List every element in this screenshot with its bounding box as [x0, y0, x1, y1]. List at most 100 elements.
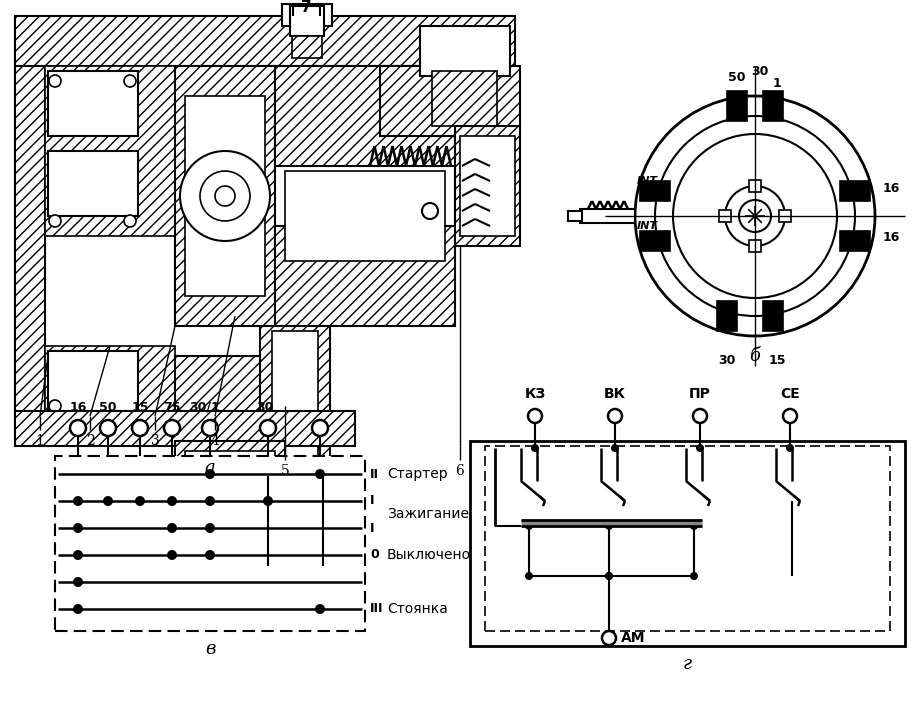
Circle shape — [73, 496, 83, 506]
Text: 30: 30 — [718, 354, 735, 367]
Circle shape — [180, 151, 269, 241]
Bar — [48, 151, 138, 216]
Circle shape — [314, 604, 324, 614]
Circle shape — [205, 469, 215, 479]
Text: a: a — [204, 459, 215, 477]
Circle shape — [49, 215, 61, 227]
Circle shape — [422, 203, 437, 219]
Bar — [778, 210, 790, 222]
Bar — [839, 231, 869, 251]
Text: 16: 16 — [882, 232, 900, 245]
Text: 1: 1 — [36, 434, 44, 448]
Circle shape — [605, 572, 612, 580]
Circle shape — [73, 523, 83, 533]
Circle shape — [528, 409, 541, 423]
Bar — [455, 126, 519, 246]
Bar — [15, 16, 515, 66]
Circle shape — [103, 496, 113, 506]
Circle shape — [689, 522, 698, 530]
Circle shape — [167, 496, 176, 506]
Circle shape — [167, 523, 176, 533]
Circle shape — [215, 186, 234, 206]
Text: б: б — [749, 347, 760, 365]
Bar — [289, 6, 323, 36]
Bar — [282, 4, 332, 26]
Text: КЗ: КЗ — [524, 387, 545, 401]
Bar — [719, 210, 731, 222]
Bar — [640, 181, 669, 201]
Circle shape — [312, 420, 328, 436]
Circle shape — [696, 444, 703, 452]
Bar — [48, 351, 138, 411]
Circle shape — [205, 496, 215, 506]
Bar — [420, 26, 509, 76]
Bar — [748, 180, 760, 192]
Circle shape — [73, 550, 83, 560]
Circle shape — [654, 116, 854, 316]
Text: 16: 16 — [882, 182, 900, 195]
Circle shape — [782, 409, 796, 423]
Text: 7: 7 — [301, 1, 311, 15]
Text: 15: 15 — [767, 354, 785, 367]
Bar — [839, 181, 869, 201]
Circle shape — [605, 522, 612, 530]
Text: 50: 50 — [99, 401, 117, 414]
Text: 2: 2 — [85, 434, 95, 448]
Circle shape — [605, 572, 612, 580]
Bar — [470, 441, 904, 646]
Circle shape — [164, 420, 180, 436]
Bar — [762, 301, 782, 331]
Circle shape — [199, 171, 250, 221]
Circle shape — [525, 572, 532, 580]
Bar — [260, 326, 330, 486]
Bar — [716, 301, 736, 331]
Text: Стартер: Стартер — [387, 467, 448, 481]
Text: 16: 16 — [69, 401, 86, 414]
Text: 4: 4 — [210, 434, 220, 448]
Bar — [267, 481, 323, 566]
Text: АМ: АМ — [620, 631, 645, 645]
Text: 5: 5 — [280, 464, 289, 478]
Bar — [762, 91, 782, 121]
Text: 50: 50 — [728, 71, 745, 84]
Text: 1: 1 — [772, 77, 780, 90]
Bar — [15, 411, 355, 446]
Circle shape — [738, 200, 770, 232]
Bar — [275, 66, 455, 166]
Bar — [185, 96, 265, 296]
Bar — [175, 356, 275, 416]
Text: в: в — [205, 640, 215, 658]
Bar — [380, 66, 519, 136]
Text: INT: INT — [636, 176, 657, 186]
Text: Зажигание: Зажигание — [387, 507, 469, 521]
Text: 3: 3 — [151, 434, 159, 448]
Circle shape — [124, 215, 136, 227]
Bar — [726, 91, 746, 121]
Circle shape — [135, 496, 145, 506]
Bar — [285, 171, 445, 261]
Text: INT: INT — [636, 221, 657, 231]
Bar — [272, 331, 318, 481]
Bar — [55, 456, 365, 631]
Text: ПР: ПР — [688, 387, 710, 401]
Text: 6: 6 — [455, 464, 464, 478]
Circle shape — [530, 444, 539, 452]
Circle shape — [673, 134, 836, 298]
Bar — [175, 66, 275, 326]
Circle shape — [205, 550, 215, 560]
Bar — [185, 451, 275, 521]
Circle shape — [49, 400, 61, 412]
Bar — [45, 346, 175, 416]
Bar — [175, 441, 285, 526]
Circle shape — [601, 631, 616, 645]
Circle shape — [49, 75, 61, 87]
Circle shape — [634, 96, 874, 336]
Circle shape — [785, 444, 793, 452]
Bar — [432, 71, 496, 126]
Circle shape — [73, 604, 83, 614]
Circle shape — [314, 469, 324, 479]
Bar — [748, 240, 760, 252]
Text: Выключено: Выключено — [387, 548, 471, 562]
Text: СЕ: СЕ — [779, 387, 799, 401]
Text: I: I — [369, 521, 374, 534]
